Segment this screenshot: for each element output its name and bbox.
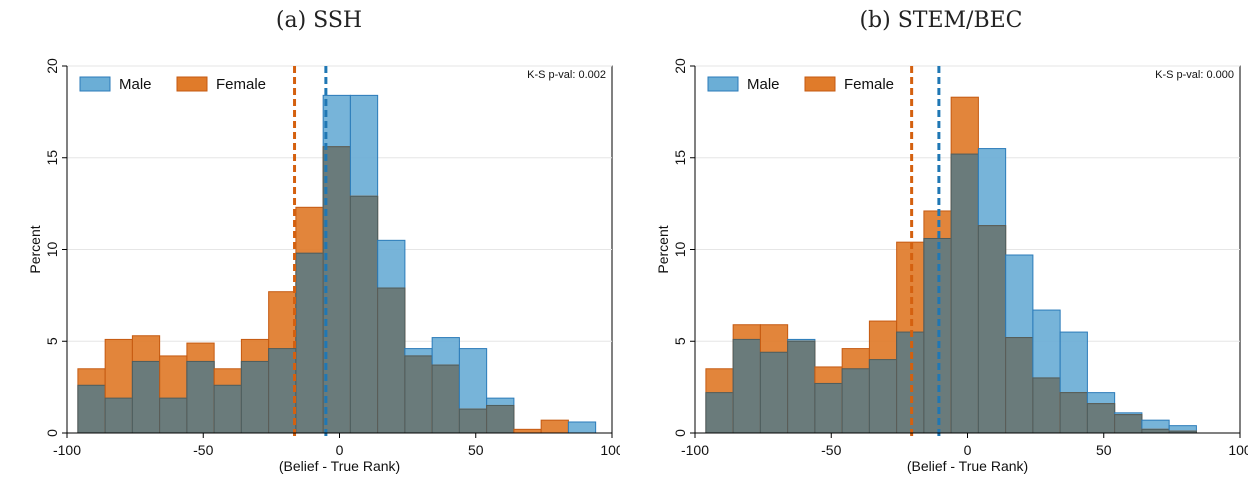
- ssh-bar-overlap-4: [186, 360, 215, 434]
- stem-legend-swatch-male: [707, 76, 739, 92]
- ssh-legend-label-male: Male: [119, 76, 152, 93]
- ssh-ytick-label-4: 20: [44, 58, 60, 74]
- ssh-bar-overlap-10: [349, 195, 379, 434]
- ssh-legend-swatch-female: [176, 76, 208, 92]
- ssh-bar-overlap-3: [159, 397, 188, 434]
- panel-b-caption: (b) STEM/BEC: [859, 8, 1023, 33]
- stem-bar-overlap-0: [705, 392, 734, 434]
- chart-ssh: 0 5 10 15 20 -100 -50 0 50 100 (Belief - True Rank…: [27, 58, 620, 474]
- panel-a-caption: (a) SSH: [275, 8, 363, 33]
- ssh-bar-female-16: [513, 428, 542, 434]
- stem-ytick-label-1: 5: [672, 337, 688, 345]
- ssh-bar-overlap-14: [458, 408, 488, 434]
- ssh-bar-overlap-7: [268, 348, 297, 434]
- stem-bar-overlap-9: [950, 153, 979, 434]
- ssh-bar-overlap-15: [486, 404, 515, 434]
- ssh-ytick-label-1: 5: [44, 337, 60, 345]
- ssh-ks-annotation: K-S p-val: 0.002: [527, 69, 606, 81]
- stem-ytick-label-0: 0: [672, 429, 688, 437]
- ssh-xtick-label-0: -100: [53, 442, 81, 458]
- stem-bar-overlap-1: [732, 338, 761, 434]
- stem-bar-overlap-11: [1005, 337, 1034, 434]
- chart-stem-bec: 0 5 10 15 20 -100 -50 0 50 100 (Belief - True Rank…: [655, 58, 1248, 474]
- stem-x-axis-title: (Belief - True Rank): [907, 458, 1028, 474]
- ssh-bar-overlap-13: [431, 364, 460, 434]
- ssh-bar-overlap-11: [377, 287, 406, 434]
- stem-bar-overlap-10: [977, 225, 1007, 434]
- ssh-legend-swatch-male: [79, 76, 111, 92]
- ssh-bar-overlap-6: [240, 360, 270, 434]
- stem-bar-overlap-5: [841, 368, 870, 434]
- ssh-bar-overlap-12: [404, 355, 433, 434]
- stem-bar-overlap-14: [1086, 403, 1116, 434]
- stem-xtick-label-3: 50: [1096, 442, 1112, 458]
- ssh-xtick-label-2: 0: [336, 442, 344, 458]
- stem-bar-overlap-15: [1114, 414, 1143, 434]
- stem-legend-swatch-female: [804, 76, 836, 92]
- ssh-xtick-label-1: -50: [193, 442, 213, 458]
- stem-legend-label-male: Male: [747, 76, 780, 93]
- ssh-x-axis-title: (Belief - True Rank): [279, 458, 400, 474]
- stem-xtick-label-1: -50: [821, 442, 841, 458]
- stem-xtick-label-0: -100: [681, 442, 709, 458]
- ssh-y-axis-title: Percent: [27, 225, 43, 273]
- stem-bar-overlap-16: [1141, 428, 1170, 434]
- ssh-xtick-label-3: 50: [468, 442, 484, 458]
- stem-bar-overlap-13: [1059, 392, 1088, 434]
- ssh-bar-overlap-5: [213, 384, 242, 434]
- ssh-ytick-label-3: 15: [44, 150, 60, 166]
- ssh-bar-overlap-8: [295, 252, 324, 434]
- stem-bar-overlap-4: [814, 382, 843, 434]
- stem-bar-overlap-12: [1032, 377, 1061, 434]
- stem-y-axis-title: Percent: [655, 225, 671, 273]
- stem-bar-overlap-2: [759, 351, 789, 434]
- stem-bar-overlap-3: [787, 340, 816, 434]
- stem-ytick-label-4: 20: [672, 58, 688, 74]
- stem-ks-annotation: K-S p-val: 0.000: [1155, 69, 1234, 81]
- ssh-xtick-label-4: 100: [600, 442, 620, 458]
- ssh-bar-overlap-9: [322, 146, 351, 434]
- stem-legend-label-female: Female: [844, 76, 894, 93]
- stem-xtick-label-4: 100: [1228, 442, 1248, 458]
- stem-ytick-label-3: 15: [672, 150, 688, 166]
- stem-bar-overlap-6: [868, 359, 898, 434]
- ssh-ytick-label-2: 10: [44, 242, 60, 258]
- ssh-bar-overlap-1: [104, 397, 133, 434]
- ssh-legend-label-female: Female: [216, 76, 266, 93]
- ssh-bar-male-18: [567, 421, 597, 434]
- ssh-bar-female-17: [540, 419, 569, 434]
- ssh-bar-overlap-2: [131, 360, 161, 434]
- ssh-bar-overlap-0: [77, 384, 106, 434]
- ssh-ytick-label-0: 0: [44, 429, 60, 437]
- stem-xtick-label-2: 0: [964, 442, 972, 458]
- stem-ytick-label-2: 10: [672, 242, 688, 258]
